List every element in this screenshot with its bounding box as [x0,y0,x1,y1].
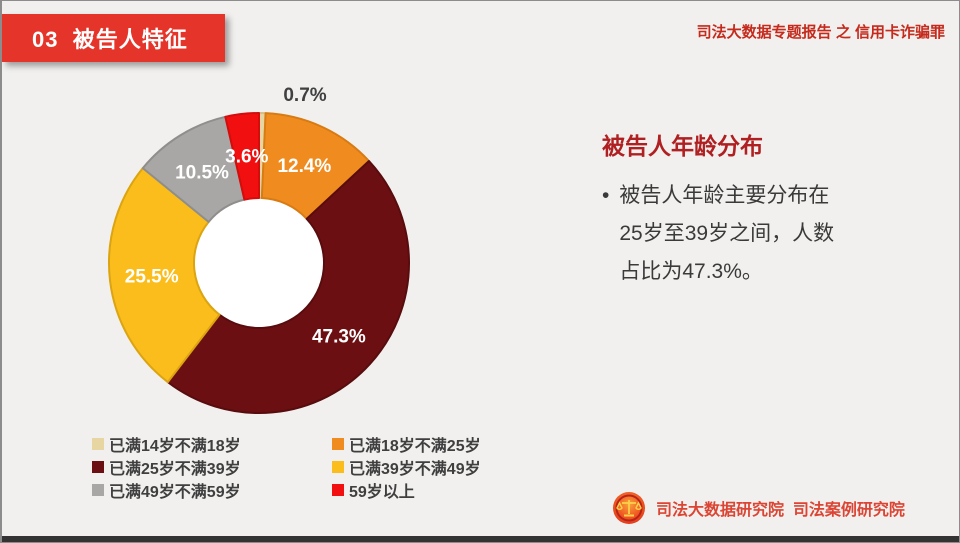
legend-label: 已满14岁不满18岁 [109,437,241,455]
legend-item: 已满49岁不满59岁 [92,478,332,502]
legend-label: 59岁以上 [349,483,415,501]
report-series-title: 司法大数据专题报告 之 信用卡诈骗罪 [696,24,945,41]
donut-slice [224,112,260,201]
legend-item: 已满39岁不满49岁 [332,455,572,479]
bullet-item: • 被告人年龄主要分布在 25岁至39岁之间，人数 占比为47.3%。 [602,177,834,291]
donut-slice [108,167,221,384]
slice-data-label: 12.4% [277,156,331,177]
section-title: 03 被告人特征 [32,27,188,52]
slice-data-label: 25.5% [125,267,179,288]
legend-label: 已满39岁不满49岁 [349,460,481,478]
bottom-accent-bar [2,536,959,542]
slice-data-label: 10.5% [175,162,229,183]
legend-item: 已满25岁不满39岁 [92,455,332,479]
legend-swatch [332,460,344,473]
donut-chart: 0.7% 12.4% 47.3% 25.5% 10.5% 3.6% [97,81,437,461]
bullet-line: 占比为47.3%。 [619,260,763,283]
footer-institutions: 司法大数据研究院 司法案例研究院 [656,502,905,519]
bullet-marker: • [602,184,610,207]
legend-swatch [332,437,344,450]
justice-emblem-icon [613,492,645,524]
legend-swatch [92,460,104,473]
slice-data-label: 0.7% [283,85,326,106]
bullet-line: 25岁至39岁之间，人数 [619,222,835,245]
legend-item: 已满18岁不满25岁 [332,432,572,456]
legend-label: 已满18岁不满25岁 [349,437,481,455]
donut-slice [166,160,410,414]
slice-data-label: 47.3% [312,327,366,348]
footer: 司法大数据研究院 司法案例研究院 [611,490,905,526]
legend-item: 已满14岁不满18岁 [92,432,332,456]
donut-hole [194,198,324,328]
chart-legend: 已满14岁不满18岁 已满18岁不满25岁已满25岁不满39岁 已满39岁不满49岁… [92,432,572,501]
bullet-line: 被告人年龄主要分布在 [619,184,830,207]
section-banner: 03 被告人特征 [2,14,225,62]
legend-swatch [332,483,344,496]
donut-chart-svg: 0.7% 12.4% 47.3% 25.5% 10.5%3.6% [108,85,410,414]
legend-swatch [92,483,104,496]
legend-item: 59岁以上 [332,478,572,502]
legend-swatch [92,437,104,450]
slice-data-label: 3.6% [225,147,268,168]
panel-title: 被告人年龄分布 [602,133,763,159]
legend-label: 已满49岁不满59岁 [109,483,241,501]
legend-label: 已满25岁不满39岁 [109,460,241,478]
bullet-text: 被告人年龄主要分布在 25岁至39岁之间，人数 占比为47.3%。 [619,177,834,291]
